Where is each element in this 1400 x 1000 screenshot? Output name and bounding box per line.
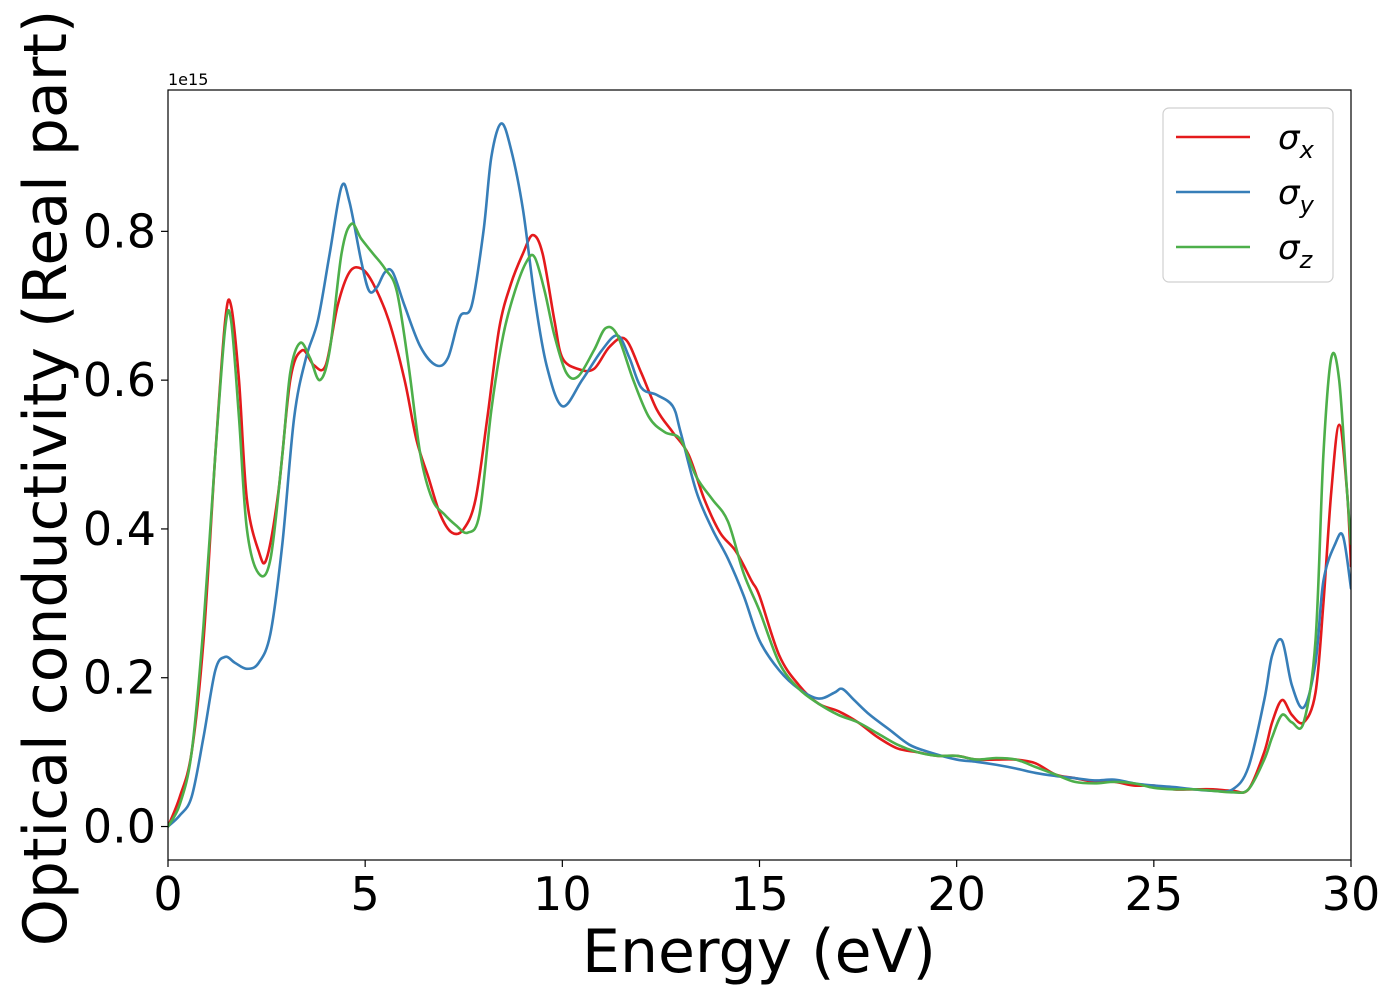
y-axis-label: Optical conductivity (Real part) xyxy=(11,10,81,947)
y-tick-label: 0.8 xyxy=(83,204,156,258)
x-tick-label: 25 xyxy=(1125,867,1184,921)
x-tick-label: 0 xyxy=(153,867,182,921)
legend-label-x: σx xyxy=(1278,118,1315,164)
y-tick-label: 0.2 xyxy=(83,651,156,705)
y-tick-label: 0.0 xyxy=(83,800,156,854)
y-tick-label: 0.4 xyxy=(83,502,156,556)
y-axis-offset-text: 1e15 xyxy=(168,70,208,89)
series-line-y xyxy=(168,122,1351,828)
x-tick-label: 20 xyxy=(927,867,986,921)
y-tick-label: 0.6 xyxy=(83,353,156,407)
legend-box xyxy=(1162,107,1334,283)
plot-lines xyxy=(168,122,1351,828)
legend: σx σy σz xyxy=(1162,107,1334,283)
legend-label-z: σz xyxy=(1278,228,1314,274)
x-axis: 0 5 10 15 20 25 30 xyxy=(153,860,1380,921)
legend-label-y: σy xyxy=(1278,173,1315,219)
x-tick-label: 15 xyxy=(730,867,789,921)
x-tick-label: 30 xyxy=(1322,867,1381,921)
x-tick-label: 5 xyxy=(351,867,380,921)
series-line-z xyxy=(168,222,1351,828)
x-axis-label: Energy (eV) xyxy=(582,917,936,987)
x-tick-label: 10 xyxy=(533,867,592,921)
y-axis: 0.0 0.2 0.4 0.6 0.8 xyxy=(83,204,168,854)
